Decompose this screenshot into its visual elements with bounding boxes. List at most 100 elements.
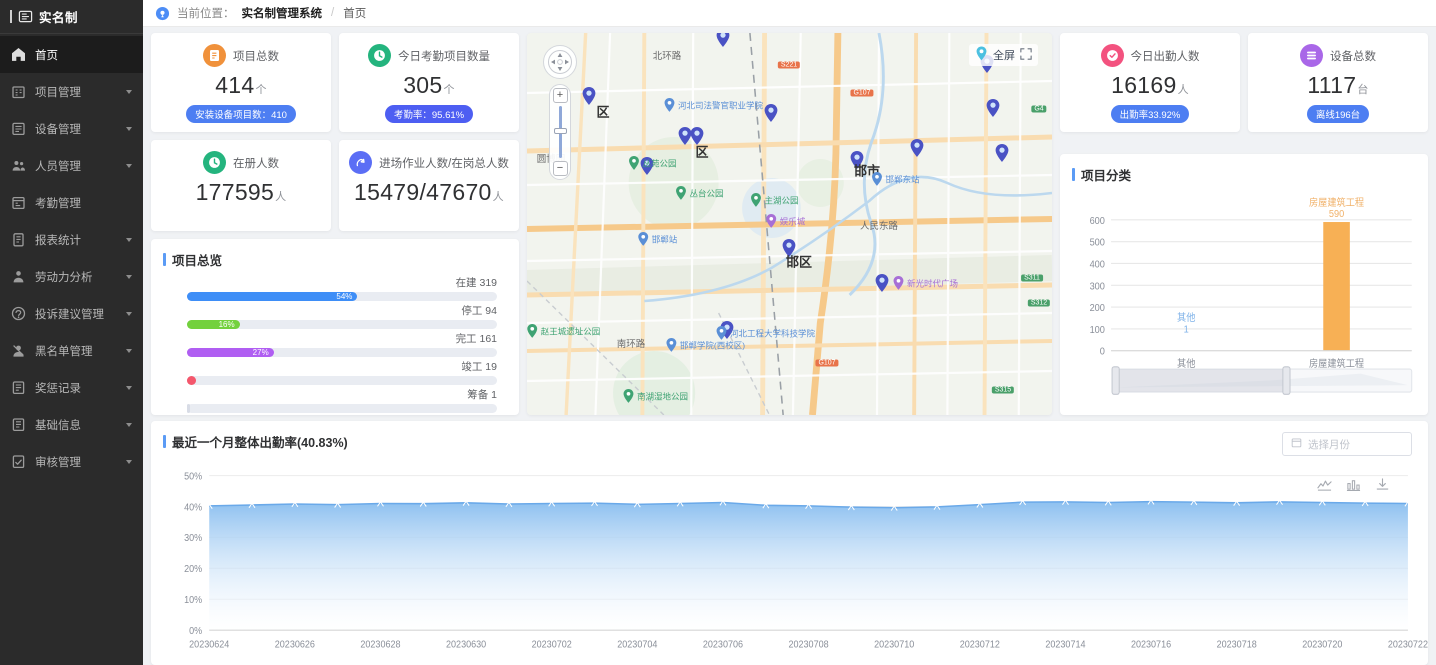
- map-marker-icon[interactable]: [781, 238, 797, 263]
- map-poi[interactable]: 南湖湿地公园: [622, 389, 688, 404]
- map-place-label: 人民东路: [859, 221, 899, 232]
- zoom-in-button[interactable]: +: [552, 88, 568, 103]
- chevron-down-icon[interactable]: [126, 237, 132, 242]
- attendance-icon: [11, 195, 26, 210]
- attendance-area-chart[interactable]: 0% 10% 20% 30% 40% 50% 20230624 20230626 2023062…: [151, 456, 1428, 665]
- svg-text:20230716: 20230716: [1131, 638, 1171, 649]
- reward-icon: [11, 380, 26, 395]
- map-poi[interactable]: 赵王城遗址公园: [527, 324, 600, 339]
- stat-card[interactable]: 设备总数 1117台 离线196台: [1248, 33, 1428, 132]
- attendance-toolbox[interactable]: [1317, 477, 1390, 492]
- map-marker-icon[interactable]: [763, 103, 779, 128]
- map-poi[interactable]: 邯郸站: [637, 232, 677, 247]
- poi-marker-icon: [870, 172, 883, 187]
- bar-chart-icon[interactable]: [1346, 477, 1361, 492]
- sidebar-item-menu-10[interactable]: 基础信息: [0, 406, 143, 443]
- stat-value-wrap: 16169人: [1066, 72, 1234, 99]
- poi-label: 娱乐城: [779, 216, 806, 226]
- zoom-thumb[interactable]: [553, 128, 567, 134]
- stat-card[interactable]: 进场作业人数/在岗总人数 15479/47670人: [339, 140, 519, 231]
- basic-info-icon: [11, 417, 26, 432]
- chevron-down-icon[interactable]: [126, 89, 132, 94]
- project-category-title: 项目分类: [1060, 154, 1428, 184]
- stat-value: 177595: [195, 179, 275, 205]
- stat-card[interactable]: 在册人数 177595人: [151, 140, 331, 231]
- map-marker-icon[interactable]: [581, 86, 597, 111]
- overview-percent: 54%: [333, 292, 358, 301]
- chevron-down-icon[interactable]: [126, 163, 132, 168]
- chevron-down-icon[interactable]: [126, 274, 132, 279]
- zoom-track[interactable]: [553, 106, 567, 158]
- breadcrumb-current[interactable]: 首页: [343, 8, 367, 20]
- map-marker-icon[interactable]: [639, 156, 655, 181]
- map-poi[interactable]: 丛台公园: [674, 186, 724, 201]
- map-poi[interactable]: 邯郸东站: [870, 172, 920, 187]
- chevron-down-icon[interactable]: [126, 126, 132, 131]
- chevron-down-icon[interactable]: [126, 311, 132, 316]
- sidebar-item-menu-1[interactable]: 项目管理: [0, 73, 143, 110]
- stat-card[interactable]: 项目总数 414个 安装设备项目数：410: [151, 33, 331, 132]
- chevron-down-icon[interactable]: [126, 422, 132, 427]
- map-poi[interactable]: 主湖公园: [749, 193, 799, 208]
- chevron-down-icon[interactable]: [126, 385, 132, 390]
- stat-header: 在册人数: [157, 151, 325, 174]
- map-marker-icon[interactable]: [874, 273, 890, 298]
- stat-value-wrap: 414个: [157, 72, 325, 99]
- breadcrumb-system[interactable]: 实名制管理系统: [241, 8, 323, 20]
- project-map[interactable]: 北环路邯市邯区人民东路南环路区区圆博园河北司法警官职业学院丛苑公园丛台公园主湖公…: [527, 33, 1052, 415]
- map-poi[interactable]: 娱乐城: [765, 214, 806, 229]
- main-area: 当前位置： 实名制管理系统 / 首页 项目总数 414个 安装设备项目数：410 今日…: [143, 0, 1436, 665]
- brand-accent-bar: [10, 10, 12, 23]
- overview-track: [187, 404, 497, 413]
- map-poi[interactable]: 新光时代广场: [892, 276, 958, 291]
- zoom-slider[interactable]: + −: [549, 84, 571, 180]
- pan-control-icon[interactable]: [543, 45, 577, 79]
- map-marker-icon[interactable]: [909, 138, 925, 163]
- sidebar-item-menu-4[interactable]: 考勤管理: [0, 184, 143, 221]
- sidebar-item-menu-7[interactable]: 投诉建议管理: [0, 295, 143, 332]
- panel-accent-bar: [1072, 168, 1075, 181]
- chevron-down-icon[interactable]: [126, 348, 132, 353]
- download-icon[interactable]: [1375, 477, 1390, 492]
- svg-text:20230630: 20230630: [446, 638, 486, 649]
- project-total-icon: [203, 44, 226, 67]
- month-picker[interactable]: 选择月份: [1282, 432, 1412, 456]
- sidebar-item-menu-6[interactable]: 劳动力分析: [0, 258, 143, 295]
- map-poi[interactable]: 丛苑公园: [627, 156, 677, 171]
- attendance-chart-canvas: 0% 10% 20% 30% 40% 50% 20230624 20230626 2023062…: [184, 470, 1428, 650]
- poi-label: 南湖湿地公园: [636, 391, 689, 401]
- labor-icon: [11, 269, 26, 284]
- map-marker-icon[interactable]: [689, 126, 705, 151]
- map-poi[interactable]: 河北司法警官职业学院: [663, 98, 763, 113]
- sidebar-item-menu-11[interactable]: 审核管理: [0, 443, 143, 480]
- stat-card[interactable]: 今日考勤项目数量 305个 考勤率：95.61%: [339, 33, 519, 132]
- sidebar-item-menu-8[interactable]: 黑名单管理: [0, 332, 143, 369]
- sidebar-item-menu-9[interactable]: 奖惩记录: [0, 369, 143, 406]
- fullscreen-button[interactable]: 全屏: [969, 44, 1038, 66]
- zoom-out-button[interactable]: −: [552, 161, 568, 176]
- map-marker-icon[interactable]: [849, 150, 865, 175]
- sidebar-item-menu-3[interactable]: 人员管理: [0, 147, 143, 184]
- sidebar-item-home[interactable]: 首页: [0, 36, 143, 73]
- sidebar-item-menu-5[interactable]: 报表统计: [0, 221, 143, 258]
- map-poi[interactable]: 河北工程大学科技学院: [715, 326, 815, 341]
- map-marker-icon[interactable]: [985, 98, 1001, 123]
- category-bar-chart[interactable]: 0 100 200 300 400 500 600 其他 1 其他 房屋建筑工程 590 房屋建筑工程: [1060, 184, 1428, 415]
- map-marker-icon[interactable]: [677, 126, 693, 151]
- chevron-down-icon[interactable]: [126, 459, 132, 464]
- map-marker-icon[interactable]: [994, 143, 1010, 168]
- stat-unit: 个: [443, 84, 455, 96]
- map-controls[interactable]: + −: [543, 45, 577, 180]
- panel-accent-bar: [163, 435, 166, 448]
- line-chart-icon[interactable]: [1317, 477, 1332, 492]
- map-poi[interactable]: 邯郸学院(西校区): [665, 338, 745, 353]
- brand-name: 实名制: [39, 11, 79, 25]
- expand-icon[interactable]: [1020, 47, 1032, 63]
- svg-text:20230718: 20230718: [1217, 638, 1257, 649]
- sidebar-item-label: 基础信息: [35, 419, 81, 432]
- stat-value-wrap: 1117台: [1254, 72, 1422, 99]
- sidebar-item-menu-2[interactable]: 设备管理: [0, 110, 143, 147]
- stat-card-grid: 项目总数 414个 安装设备项目数：410 今日考勤项目数量 305个 考勤率：95.61…: [151, 33, 519, 231]
- map-marker-icon[interactable]: [715, 33, 731, 53]
- stat-card[interactable]: 今日出勤人数 16169人 出勤率33.92%: [1060, 33, 1240, 132]
